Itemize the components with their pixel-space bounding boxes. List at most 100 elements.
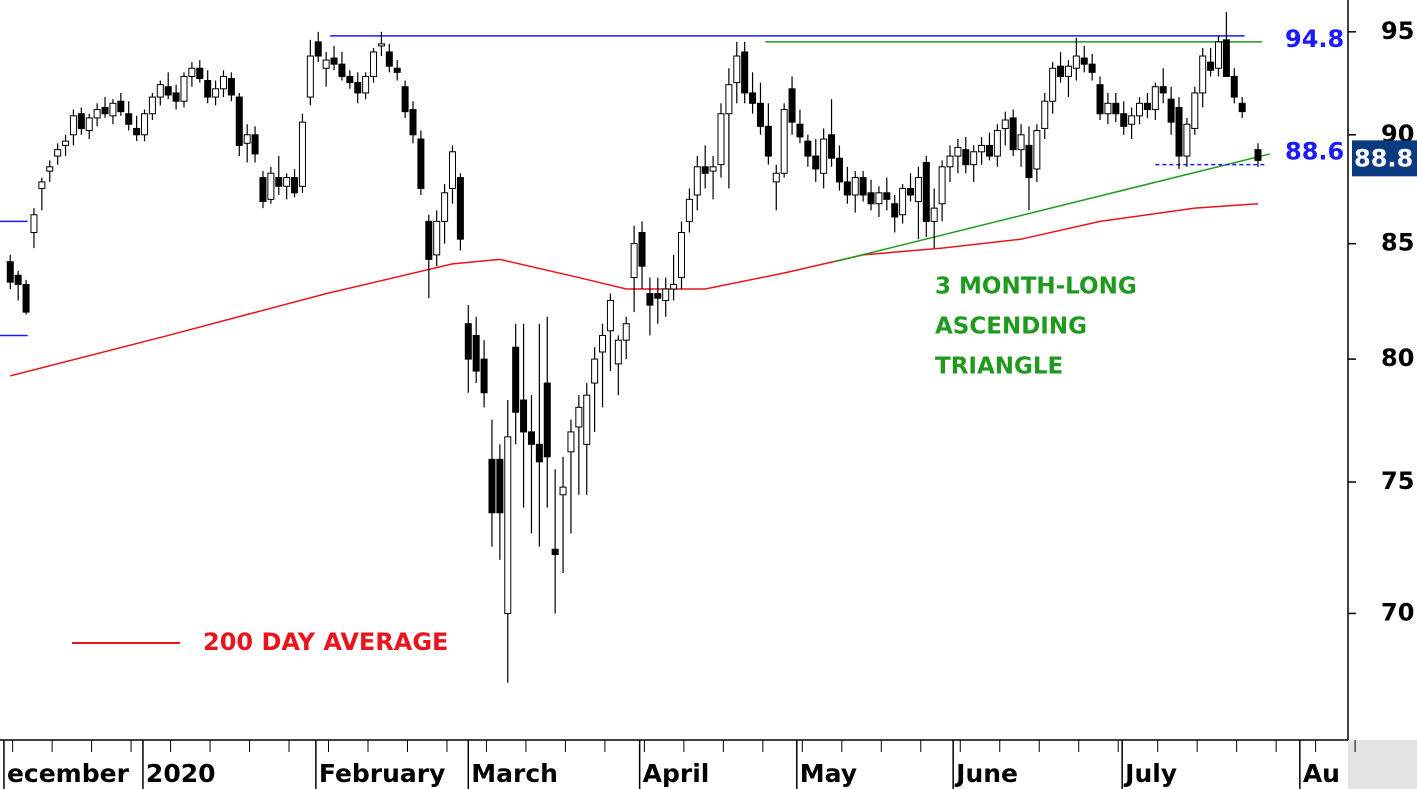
candle-body (1136, 102, 1144, 117)
candle-body (599, 334, 607, 353)
candle-body (717, 113, 725, 166)
candle-body (172, 92, 180, 102)
candle-body (93, 109, 101, 119)
candle-body (670, 283, 678, 290)
candle-body (1025, 144, 1033, 179)
candle-body (1120, 113, 1128, 127)
candle-body (456, 177, 464, 240)
candle-body (662, 288, 670, 302)
candle-body (1199, 55, 1207, 94)
candle-body (377, 43, 385, 47)
candle-body (756, 102, 764, 127)
candle-body (1009, 117, 1017, 151)
candle-body (101, 106, 109, 115)
candle-body (962, 149, 970, 166)
candle-body (330, 57, 338, 65)
candle-body (504, 436, 512, 614)
candle-body (267, 172, 275, 200)
candle-body (22, 283, 30, 313)
candle-body (393, 67, 401, 73)
candle-body (543, 382, 551, 458)
candle-body (930, 207, 938, 222)
candle-body (828, 134, 836, 159)
candle-body (583, 394, 591, 445)
candle-body (978, 144, 986, 153)
candle-body (1214, 41, 1222, 69)
candle-body (85, 117, 93, 132)
candle-body (835, 157, 843, 183)
candle-body (14, 274, 22, 285)
x-tick-label: 2020 (146, 759, 216, 788)
candle-body (298, 121, 306, 187)
candle-body (156, 84, 164, 98)
candle-body (401, 86, 409, 113)
candle-body (764, 125, 772, 157)
average-line (10, 202, 1259, 377)
candle-body (614, 339, 622, 365)
candle-body (1151, 86, 1159, 111)
candle-body (567, 431, 575, 453)
candle-body (488, 458, 496, 514)
support-label: 88.6 (1285, 138, 1344, 166)
x-tick-label: April (643, 759, 710, 788)
candle-body (780, 109, 788, 174)
candle-body (922, 162, 930, 222)
candle-body (630, 243, 638, 279)
candle-body (749, 92, 757, 104)
candle-body (851, 177, 859, 196)
candle-body (1096, 84, 1104, 115)
candle-body (772, 172, 780, 183)
candle-body (188, 67, 196, 77)
candle-body (1017, 134, 1025, 151)
candle-body (283, 177, 291, 187)
candle-body (180, 75, 188, 102)
candle-body (69, 115, 77, 136)
candle-body (6, 261, 14, 283)
legend-label: 200 DAY AVERAGE (203, 628, 448, 656)
candle-body (212, 88, 220, 98)
candle-body (164, 86, 172, 96)
last-price-box (1352, 140, 1417, 177)
candle-body (859, 177, 867, 196)
candle-body (219, 75, 227, 90)
annotation: ASCENDING (935, 314, 1087, 340)
candle-body (133, 127, 141, 136)
candle-body (993, 130, 1001, 157)
candle-body (1175, 106, 1183, 157)
annotation: TRIANGLE (935, 354, 1063, 380)
candle-body (346, 75, 354, 84)
candle-body (227, 77, 235, 96)
candle-body (125, 113, 133, 125)
candle-body (796, 123, 804, 138)
annotation: 3 MONTH-LONG (935, 274, 1137, 300)
candle-body (1207, 61, 1215, 71)
candle-body (306, 55, 314, 98)
candle-body (117, 100, 125, 113)
candle-body (551, 548, 559, 556)
candle-body (1104, 102, 1112, 115)
candle-body (938, 166, 946, 205)
candle-body (907, 187, 915, 196)
candle-body (425, 220, 433, 260)
candle-body (559, 486, 567, 496)
candle-body (38, 181, 46, 189)
candle-body (954, 147, 962, 157)
candle-body (243, 134, 251, 144)
candle-body (464, 323, 472, 360)
candle-body (204, 80, 212, 98)
x-tick-label: July (1123, 759, 1177, 788)
candle-body (1001, 119, 1009, 129)
candle-body (235, 96, 243, 146)
candle-body (788, 88, 796, 123)
y-tick-label: 95 (1381, 17, 1414, 45)
candle-body (1167, 98, 1175, 123)
candle-body (472, 334, 480, 372)
candle-body (259, 177, 267, 203)
candle-body (527, 431, 535, 445)
candle-body (417, 138, 425, 189)
candle-body (251, 134, 259, 155)
x-tick-label: Au (1303, 759, 1340, 788)
candle-body (148, 96, 156, 115)
candle-body (1072, 55, 1080, 69)
